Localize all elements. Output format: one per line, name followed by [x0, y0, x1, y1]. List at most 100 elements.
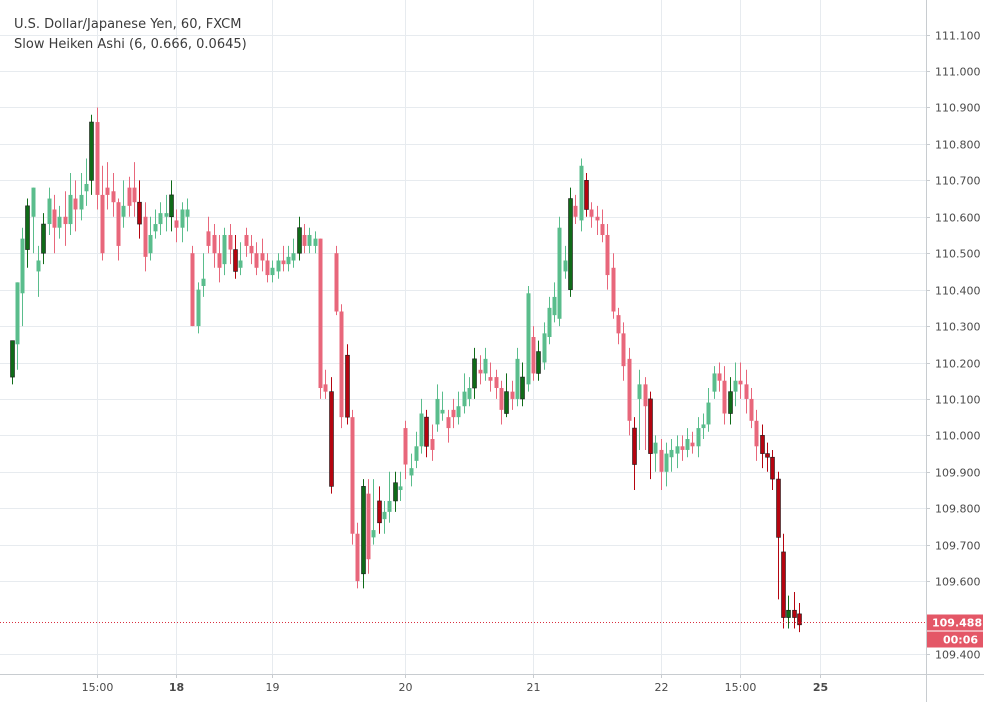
candle-body [286, 256, 291, 265]
candle-body [547, 307, 552, 337]
candle-body [89, 121, 94, 181]
last-price-label: 109.488 [932, 617, 982, 630]
candle-body [488, 377, 493, 381]
candle-body [653, 442, 658, 454]
candle-body [361, 486, 366, 575]
candle-body [776, 478, 781, 538]
candle-body [760, 435, 765, 454]
candle-body [254, 253, 259, 268]
candle-body [249, 245, 254, 254]
candle-body [765, 453, 770, 458]
candle-body [329, 391, 334, 487]
x-tick-label: 21 [527, 681, 541, 694]
candle-body [568, 198, 573, 290]
y-tick-label: 109.900 [935, 467, 981, 480]
y-tick-label: 110.700 [935, 175, 981, 188]
candle-body [10, 340, 15, 378]
candle-body [116, 202, 121, 246]
candle-body [153, 224, 158, 232]
candle-body [435, 398, 440, 425]
candle-body [302, 234, 307, 246]
candle-body [339, 311, 344, 418]
candle-body [627, 358, 632, 421]
candle-body [712, 373, 717, 392]
candle-body [797, 613, 802, 626]
chart-title: U.S. Dollar/Japanese Yen, 60, FXCM [14, 17, 242, 32]
candle-body [350, 417, 355, 534]
y-tick-label: 109.700 [935, 540, 981, 553]
candle-body [244, 234, 249, 246]
candle-body [440, 409, 445, 414]
y-tick-label: 110.300 [935, 321, 981, 334]
candle-body [398, 486, 403, 491]
candle-body [127, 187, 132, 206]
x-tick-label: 18 [169, 681, 184, 694]
candle-body [611, 267, 616, 312]
candle-body [706, 402, 711, 425]
candle-body [573, 205, 578, 217]
candle-body [733, 380, 738, 392]
candle-body [616, 315, 621, 334]
y-tick-label: 111.000 [935, 66, 981, 79]
candle-body [190, 253, 195, 327]
countdown-label: 00:06 [943, 634, 978, 647]
candle-body [57, 216, 62, 228]
candle-body [467, 388, 472, 399]
x-tick-label: 15:00 [725, 681, 757, 694]
candle-body [79, 194, 84, 210]
candle-body [722, 380, 727, 414]
x-tick-label: 22 [655, 681, 669, 694]
candle-body [456, 406, 461, 418]
candle-body [355, 533, 360, 582]
candle-body [84, 183, 89, 192]
candle-body [281, 260, 286, 265]
candle-body [20, 238, 25, 294]
candle-body [73, 198, 78, 210]
candle-body [669, 449, 674, 458]
candle-body [68, 194, 73, 225]
candle-body [196, 289, 201, 327]
candle-body [499, 388, 504, 410]
candle-body [552, 296, 557, 316]
candle-body [334, 253, 339, 312]
x-tick-label: 25 [813, 681, 828, 694]
candle-body [377, 500, 382, 524]
candle-body [685, 439, 690, 450]
candle-body [632, 427, 637, 465]
candle-body [25, 205, 30, 250]
candle-body [366, 493, 371, 560]
candle-body [600, 224, 605, 235]
candle-body [174, 220, 179, 228]
candle-body [504, 391, 509, 414]
candle-body [744, 384, 749, 399]
candle-body [542, 333, 547, 363]
candle-body [36, 260, 41, 272]
candle-body [738, 380, 743, 385]
candle-body [659, 449, 664, 472]
candle-body [132, 187, 137, 203]
y-tick-label: 109.800 [935, 503, 981, 516]
candle-body [589, 209, 594, 217]
candle-body [382, 511, 387, 520]
candle-body [472, 358, 477, 389]
candle-body [701, 424, 706, 429]
candle-body [15, 282, 20, 345]
candle-body [664, 453, 669, 472]
candle-body [515, 358, 520, 399]
candle-body [786, 609, 791, 618]
candle-body [233, 249, 238, 272]
candle-body [557, 227, 562, 319]
candle-body [158, 213, 163, 225]
candle-body [121, 205, 126, 217]
candle-body [297, 227, 302, 254]
candle-body [531, 337, 536, 374]
candle-body [345, 354, 350, 418]
y-tick-label: 110.200 [935, 358, 981, 371]
candle-body [403, 428, 408, 465]
candle-body [648, 398, 653, 454]
candle-body [621, 333, 626, 367]
candle-body [41, 223, 46, 254]
plot-area[interactable] [0, 0, 926, 674]
candle-body [185, 209, 190, 217]
